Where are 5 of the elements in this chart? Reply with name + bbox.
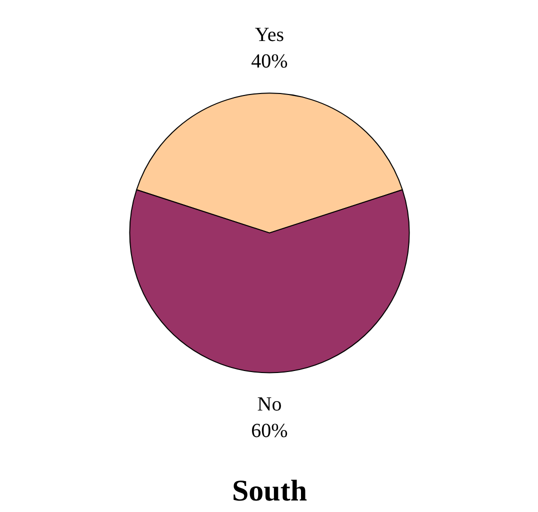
slice-label: No — [257, 394, 282, 416]
text: South — [232, 474, 308, 508]
slice-label: Yes — [254, 24, 284, 46]
data-label: 40% — [251, 50, 288, 72]
data-label: 60% — [251, 420, 288, 442]
